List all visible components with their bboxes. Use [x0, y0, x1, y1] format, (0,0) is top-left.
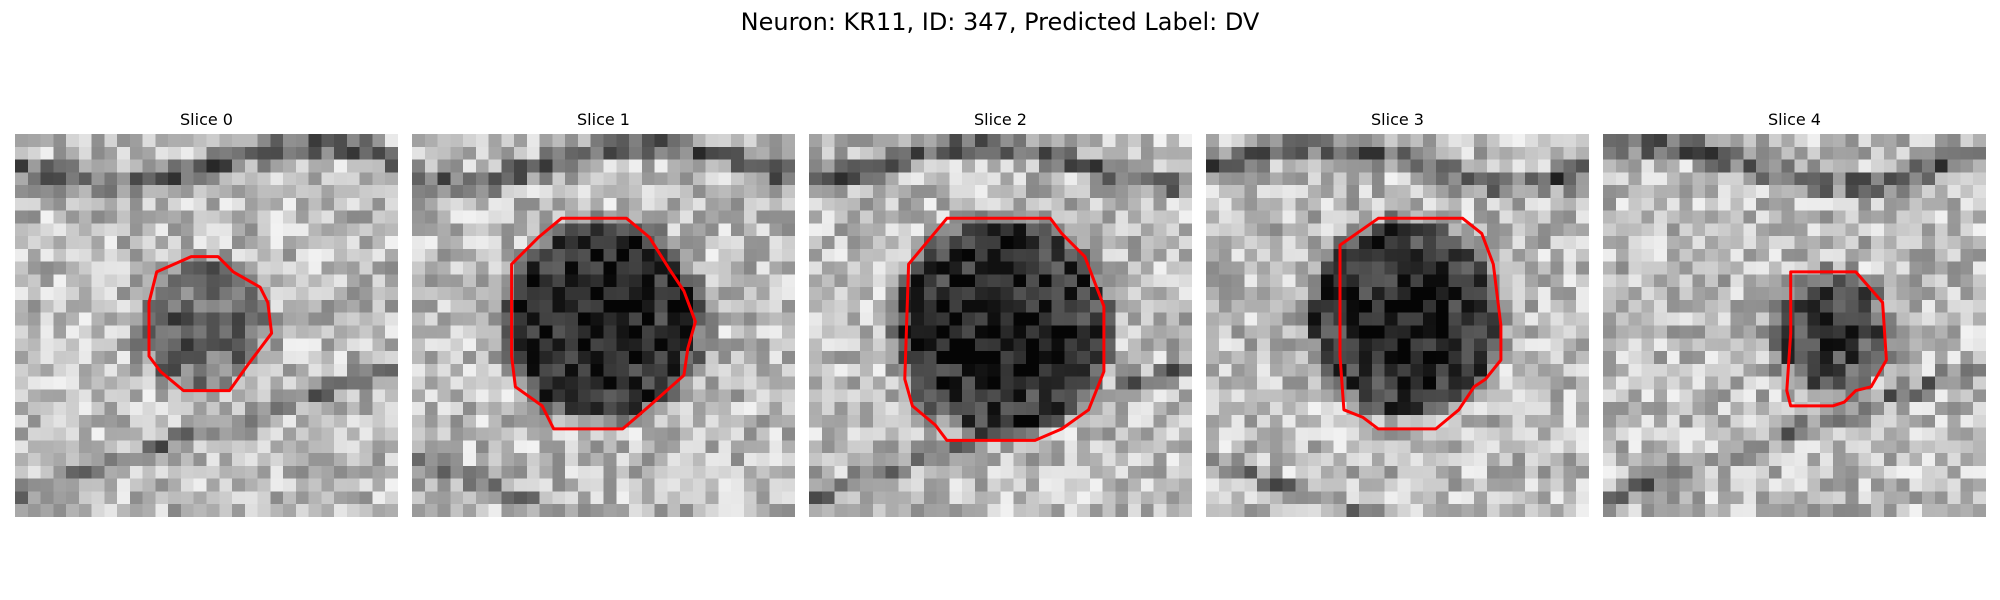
slice-panel-0: Slice 0 [15, 108, 398, 517]
slice-image-4 [1603, 134, 1986, 517]
segmentation-contour-4 [1785, 270, 1888, 408]
slice-panel-1: Slice 1 [412, 108, 795, 517]
slice-title-1: Slice 1 [577, 110, 630, 129]
slice-title-0: Slice 0 [180, 110, 233, 129]
slice-title-3: Slice 3 [1371, 110, 1424, 129]
slice-image-0 [15, 134, 398, 517]
slice-image-2 [809, 134, 1192, 517]
pixel-grid-2 [809, 134, 1192, 517]
slice-panel-2: Slice 2 [809, 108, 1192, 517]
segmentation-contour-2 [903, 216, 1106, 442]
segmentation-contour-1 [510, 216, 697, 431]
pixel-grid-1 [412, 134, 795, 517]
slice-panel-3: Slice 3 [1206, 108, 1589, 517]
slice-image-1 [412, 134, 795, 517]
slice-title-4: Slice 4 [1768, 110, 1821, 129]
slice-title-2: Slice 2 [974, 110, 1027, 129]
pixel-grid-3 [1206, 134, 1589, 517]
slice-panel-4: Slice 4 [1603, 108, 1986, 517]
segmentation-contour-0 [147, 255, 274, 393]
figure-title: Neuron: KR11, ID: 347, Predicted Label: … [740, 8, 1260, 36]
pixel-grid-0 [15, 134, 398, 517]
slice-image-3 [1206, 134, 1589, 517]
segmentation-contour-3 [1338, 216, 1503, 431]
pixel-grid-4 [1603, 134, 1986, 517]
